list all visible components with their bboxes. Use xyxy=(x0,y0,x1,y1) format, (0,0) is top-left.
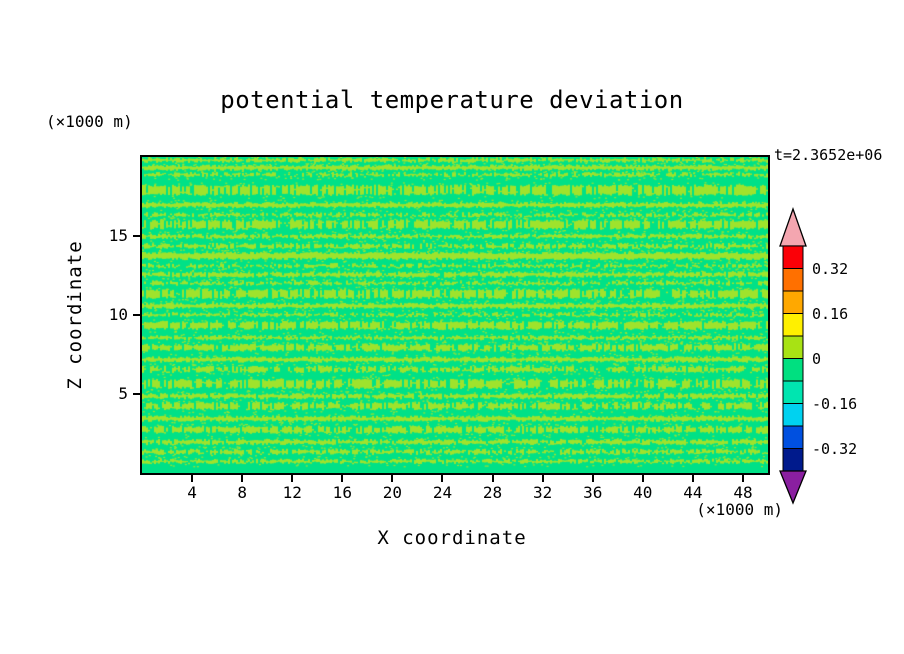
x-tick-mark xyxy=(541,475,544,482)
x-tick-label: 36 xyxy=(583,483,603,502)
x-tick-mark xyxy=(291,475,294,482)
x-tick-mark xyxy=(341,475,344,482)
colorbar-segment xyxy=(782,268,804,292)
colorbar-segment xyxy=(782,403,804,427)
x-axis-units-label: (×1000 m) xyxy=(696,500,783,519)
y-tick-label: 15 xyxy=(108,226,128,245)
x-tick-mark xyxy=(191,475,194,482)
x-tick-mark xyxy=(741,475,744,482)
y-axis-units-label: (×1000 m) xyxy=(46,112,133,131)
colorbar-segment xyxy=(782,448,804,472)
colorbar-segment xyxy=(782,290,804,314)
plot-area xyxy=(140,155,770,475)
colorbar-arrow-up-icon xyxy=(779,207,807,247)
x-tick-mark xyxy=(691,475,694,482)
time-annotation: t=2.3652e+06 xyxy=(774,146,883,164)
colorbar-tick-label: -0.32 xyxy=(812,439,858,458)
y-axis-label: Z coordinate xyxy=(64,240,86,390)
x-axis-label: X coordinate xyxy=(377,527,527,549)
colorbar-tick-label: 0 xyxy=(812,349,822,368)
x-tick-label: 4 xyxy=(187,483,197,502)
y-tick-mark xyxy=(133,235,140,237)
x-tick-label: 12 xyxy=(282,483,302,502)
chart-title: potential temperature deviation xyxy=(220,86,684,114)
x-tick-label: 44 xyxy=(683,483,703,502)
colorbar-segment xyxy=(782,245,804,269)
y-tick-label: 5 xyxy=(118,384,128,403)
x-tick-label: 32 xyxy=(532,483,553,502)
colorbar xyxy=(773,206,813,508)
y-tick-mark xyxy=(133,393,140,395)
colorbar-tick-label: 0.16 xyxy=(812,304,849,323)
x-tick-label: 48 xyxy=(733,483,753,502)
colorbar-segment xyxy=(782,313,804,337)
colorbar-segment xyxy=(782,358,804,382)
field-canvas xyxy=(142,157,768,473)
y-tick-label: 10 xyxy=(108,305,128,324)
x-tick-label: 24 xyxy=(432,483,453,502)
x-tick-mark xyxy=(491,475,494,482)
colorbar-tick-label: -0.16 xyxy=(812,394,858,413)
x-tick-mark xyxy=(391,475,394,482)
x-tick-label: 40 xyxy=(633,483,653,502)
y-tick-mark xyxy=(133,314,140,316)
x-tick-mark xyxy=(591,475,594,482)
x-tick-mark xyxy=(641,475,644,482)
colorbar-svg xyxy=(779,207,807,505)
colorbar-segment xyxy=(782,380,804,404)
x-tick-mark xyxy=(241,475,244,482)
x-tick-mark xyxy=(441,475,444,482)
colorbar-segment xyxy=(782,335,804,359)
x-tick-label: 16 xyxy=(332,483,352,502)
x-tick-label: 20 xyxy=(382,483,403,502)
x-tick-label: 8 xyxy=(237,483,247,502)
x-tick-label: 28 xyxy=(482,483,503,502)
colorbar-tick-label: 0.32 xyxy=(812,259,849,278)
colorbar-segment xyxy=(782,425,804,449)
colorbar-arrow-down-icon xyxy=(779,470,807,505)
